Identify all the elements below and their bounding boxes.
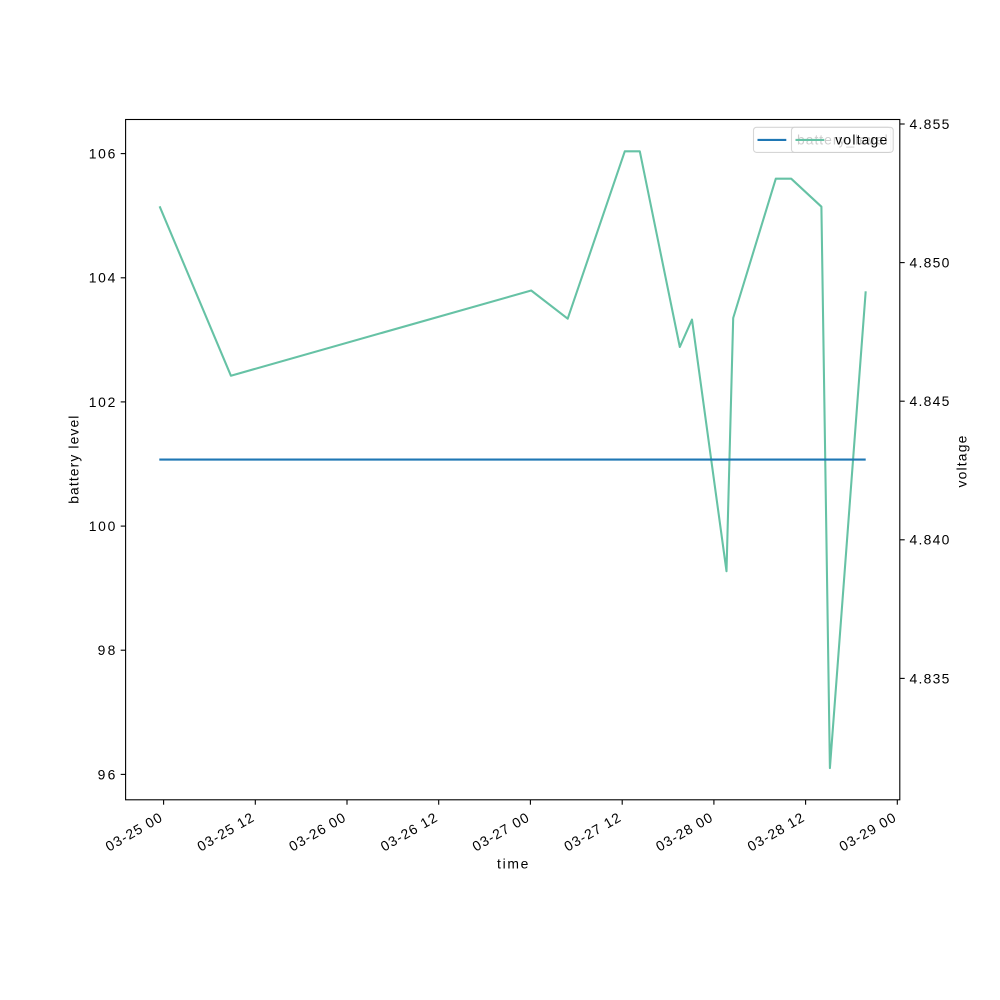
svg-text:100: 100 xyxy=(89,518,116,534)
svg-text:time: time xyxy=(497,856,529,872)
svg-text:voltage: voltage xyxy=(835,132,887,148)
svg-text:4.845: 4.845 xyxy=(910,393,950,409)
svg-text:4.850: 4.850 xyxy=(910,255,950,271)
svg-text:106: 106 xyxy=(89,146,116,162)
svg-text:96: 96 xyxy=(98,766,116,782)
svg-text:102: 102 xyxy=(89,394,116,410)
svg-text:voltage: voltage xyxy=(953,435,969,487)
svg-text:4.840: 4.840 xyxy=(910,532,950,548)
svg-text:104: 104 xyxy=(89,270,116,286)
svg-text:4.835: 4.835 xyxy=(910,670,950,686)
svg-text:4.855: 4.855 xyxy=(910,116,950,132)
svg-text:98: 98 xyxy=(98,642,116,658)
svg-text:battery level: battery level xyxy=(65,416,81,504)
